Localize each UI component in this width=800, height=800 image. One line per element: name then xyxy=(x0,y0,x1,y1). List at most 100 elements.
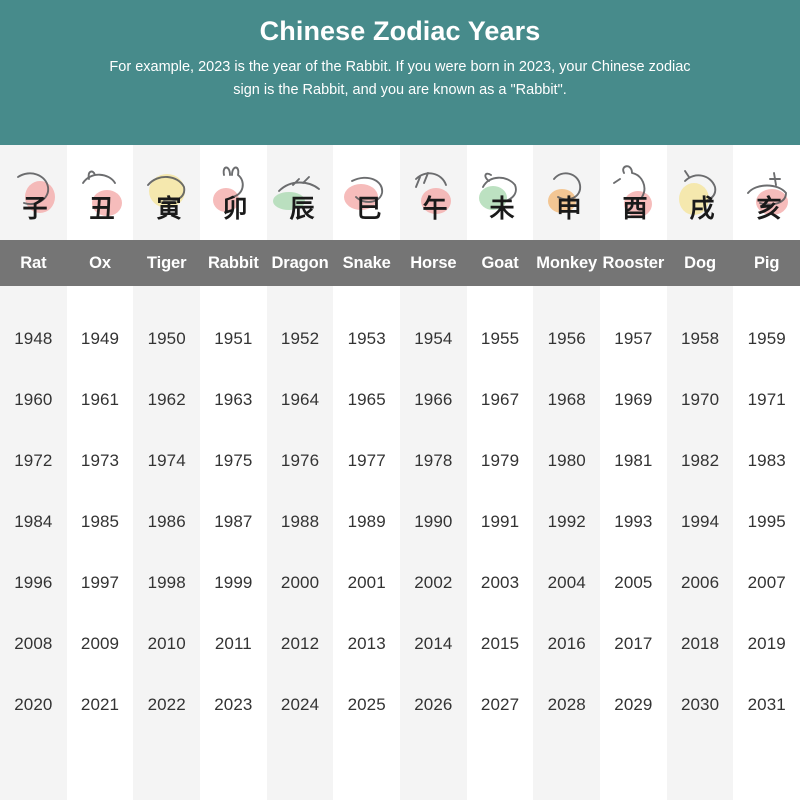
table-row: 2020 2021 2022 2023 2024 2025 2026 2027 2028 2029… xyxy=(0,674,800,735)
zodiac-icon-cell-dragon: 辰 xyxy=(267,145,334,240)
year-cell: 1959 xyxy=(747,329,786,348)
svg-text:未: 未 xyxy=(490,194,515,223)
year-cell: 2025 xyxy=(347,695,386,714)
column-header-rabbit: Rabbit xyxy=(207,254,259,272)
column-header-dragon: Dragon xyxy=(271,254,329,272)
year-cell: 2010 xyxy=(147,634,186,653)
column-header-tiger: Tiger xyxy=(146,254,187,272)
year-cell: 1997 xyxy=(80,573,120,592)
year-cell: 1955 xyxy=(480,329,520,348)
column-header-goat: Goat xyxy=(481,254,519,272)
year-cell: 1954 xyxy=(414,329,453,348)
year-cell: 2024 xyxy=(280,695,320,714)
year-cell: 1966 xyxy=(414,390,453,409)
year-cell: 2007 xyxy=(747,573,786,592)
svg-text:亥: 亥 xyxy=(756,194,781,223)
year-cell: 2012 xyxy=(280,634,320,653)
year-cell: 1985 xyxy=(80,512,120,531)
zodiac-icon-cell-monkey: 申 xyxy=(533,145,600,240)
year-cell: 1974 xyxy=(147,451,186,470)
page-subtitle: For example, 2023 is the year of the Rab… xyxy=(109,59,691,98)
year-cell: 2018 xyxy=(680,634,720,653)
year-cell: 2015 xyxy=(480,634,520,653)
year-cell: 2011 xyxy=(214,634,252,653)
year-cell: 2004 xyxy=(547,573,586,592)
year-cell: 2008 xyxy=(14,634,53,653)
year-cell: 1972 xyxy=(14,451,53,470)
svg-text:巳: 巳 xyxy=(356,194,381,223)
year-cell: 2001 xyxy=(347,573,386,592)
zodiac-icon-cell-rabbit: 卯 xyxy=(200,145,267,240)
zodiac-icon-cell-snake: 巳 xyxy=(333,145,400,240)
zodiac-monkey-icon: 申 xyxy=(536,157,598,229)
year-cell: 1981 xyxy=(614,451,653,470)
zodiac-dog-icon: 戌 xyxy=(669,157,731,229)
zodiac-icon-cell-goat: 未 xyxy=(467,145,534,240)
table-row: 1996 1997 1998 1999 2000 2001 2002 2003 2004 2005… xyxy=(0,552,800,613)
year-cell: 2019 xyxy=(747,634,786,653)
zodiac-icon-cell-horse: 午 xyxy=(400,145,467,240)
year-cell: 1965 xyxy=(347,390,386,409)
svg-text:卯: 卯 xyxy=(223,194,248,223)
zodiac-icon-cell-pig: 亥 xyxy=(733,145,800,240)
year-cell: 1962 xyxy=(147,390,186,409)
year-cell: 2017 xyxy=(614,634,653,653)
column-header-snake: Snake xyxy=(342,254,391,272)
year-cell: 2020 xyxy=(14,695,53,714)
svg-text:寅: 寅 xyxy=(156,194,181,223)
zodiac-name-header-row: Rat Ox Tiger Rabbit Dragon Snake Horse Goat Monk… xyxy=(0,240,800,286)
year-cell: 1948 xyxy=(14,329,53,348)
year-cell: 1970 xyxy=(680,390,720,409)
zodiac-snake-icon: 巳 xyxy=(336,157,398,229)
year-cell: 1977 xyxy=(347,451,386,470)
year-cell: 1993 xyxy=(614,512,653,531)
table-row: 1972 1973 1974 1975 1976 1977 1978 1979 1980 1981… xyxy=(0,430,800,491)
column-header-rat: Rat xyxy=(20,254,47,272)
year-cell: 1982 xyxy=(680,451,720,470)
year-cell: 1996 xyxy=(14,573,53,592)
year-cell: 1990 xyxy=(414,512,453,531)
year-cell: 2000 xyxy=(280,573,320,592)
year-cell: 1960 xyxy=(14,390,53,409)
year-cell: 1961 xyxy=(80,390,120,409)
year-cell: 1958 xyxy=(680,329,720,348)
year-cell: 2002 xyxy=(414,573,453,592)
svg-text:申: 申 xyxy=(556,194,581,223)
year-cell: 1989 xyxy=(347,512,386,531)
year-cell: 2026 xyxy=(414,695,453,714)
year-cell: 2014 xyxy=(414,634,453,653)
column-header-horse: Horse xyxy=(410,254,457,272)
year-cell: 1953 xyxy=(347,329,386,348)
year-cell: 1973 xyxy=(80,451,120,470)
column-header-ox: Ox xyxy=(89,254,111,272)
year-cell: 1986 xyxy=(147,512,186,531)
year-cell: 2022 xyxy=(147,695,186,714)
year-cell: 1949 xyxy=(80,329,120,348)
year-cell: 2027 xyxy=(480,695,520,714)
zodiac-tiger-icon: 寅 xyxy=(136,157,198,229)
year-cell: 2013 xyxy=(347,634,386,653)
zodiac-table: 子 丑 寅 卯 辰 巳 午 未 申 酉 戌 亥 Rat Ox Tiger Rabbit Dragon Snake… xyxy=(0,145,800,800)
zodiac-icon-cell-rat: 子 xyxy=(0,145,67,240)
year-cell: 1957 xyxy=(614,329,653,348)
year-cell: 1988 xyxy=(280,512,320,531)
table-row: 2008 2009 2010 2011 2012 2013 2014 2015 2016 2017… xyxy=(0,613,800,674)
zodiac-icon-cell-rooster: 酉 xyxy=(600,145,667,240)
zodiac-rabbit-icon: 卯 xyxy=(202,157,264,229)
year-cell: 2023 xyxy=(214,695,253,714)
year-cell: 1950 xyxy=(147,329,186,348)
year-cell: 1994 xyxy=(680,512,720,531)
year-cell: 1951 xyxy=(214,329,253,348)
zodiac-goat-icon: 未 xyxy=(469,157,531,229)
year-cell: 2009 xyxy=(80,634,120,653)
table-row: 1960 1961 1962 1963 1964 1965 1966 1967 1968 1969… xyxy=(0,369,800,430)
year-cell: 2021 xyxy=(80,695,120,714)
zodiac-pig-icon: 亥 xyxy=(736,157,798,229)
year-cell: 2006 xyxy=(680,573,720,592)
year-cell: 2031 xyxy=(747,695,786,714)
year-cell: 1976 xyxy=(280,451,320,470)
zodiac-icon-row: 子丑寅卯辰巳午未申酉戌亥 xyxy=(0,145,800,240)
year-cell: 2028 xyxy=(547,695,586,714)
svg-text:戌: 戌 xyxy=(690,194,715,223)
svg-text:辰: 辰 xyxy=(290,194,315,223)
